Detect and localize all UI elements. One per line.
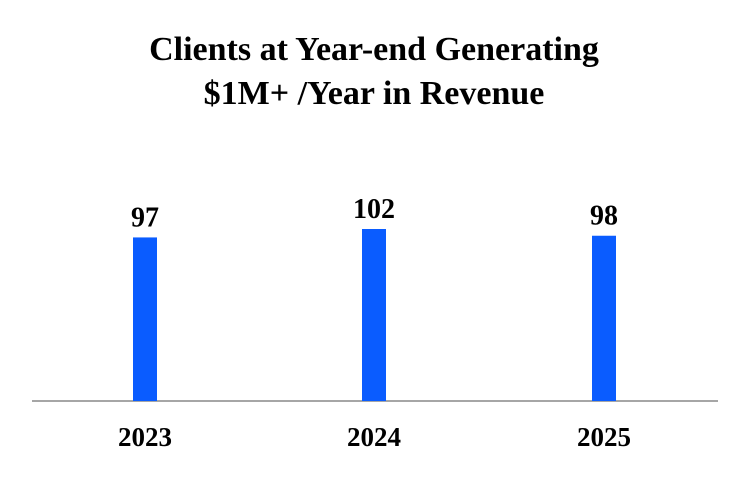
data-labels: 97 102 98 (131, 194, 618, 233)
x-tick-label-2023: 2023 (118, 422, 172, 452)
data-label-2025: 98 (590, 201, 618, 232)
chart-title-line-1: Clients at Year-end Generating (149, 31, 599, 68)
x-tick-label-2024: 2024 (347, 422, 401, 452)
bar-series (133, 229, 616, 401)
x-tick-labels: 2023 2024 2025 (118, 422, 631, 452)
data-label-2024: 102 (353, 194, 395, 225)
bar-2023 (133, 237, 157, 401)
bar-2024 (362, 229, 386, 401)
bar-2025 (592, 235, 616, 401)
data-label-2023: 97 (131, 202, 159, 233)
chart-title-line-2: $1M+ /Year in Revenue (203, 75, 545, 112)
chart-title: Clients at Year-end Generating $1M+ /Yea… (0, 28, 748, 116)
x-tick-label-2025: 2025 (577, 422, 631, 452)
